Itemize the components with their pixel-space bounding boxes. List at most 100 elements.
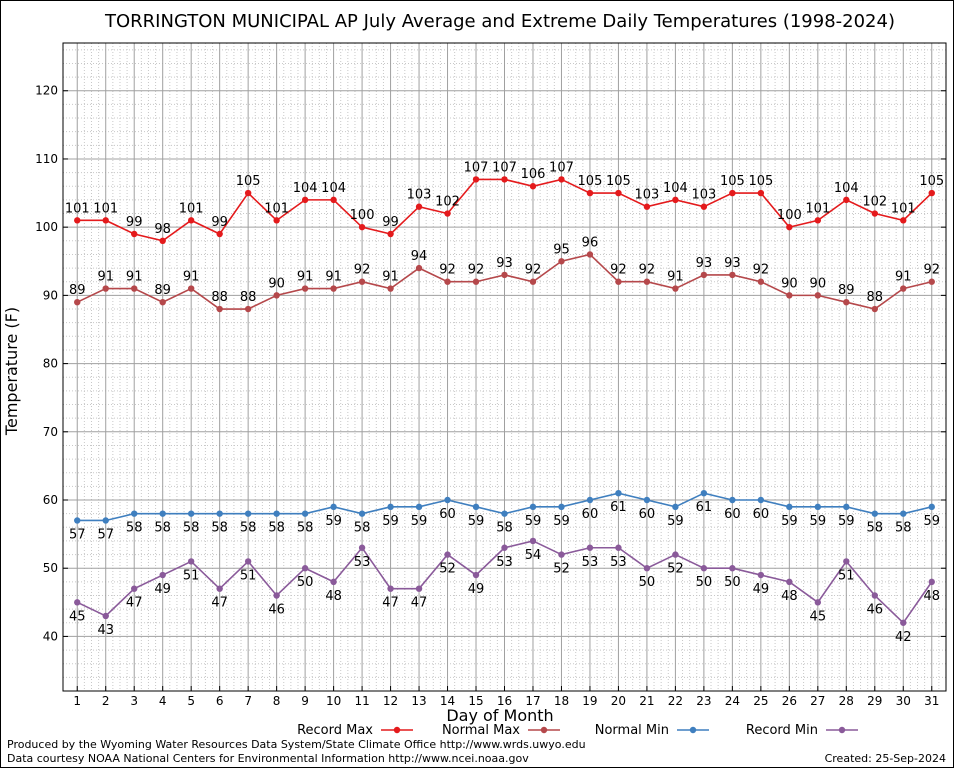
record-max-point <box>672 196 679 204</box>
y-tick-label: 50 <box>43 561 58 575</box>
record-min-data-label: 52 <box>667 562 684 577</box>
normal-min-data-label: 58 <box>240 521 257 536</box>
record-max-point <box>244 189 252 197</box>
normal-min-point <box>871 510 878 517</box>
normal-min-data-label: 59 <box>525 514 542 529</box>
record-min-data-label: 46 <box>867 603 884 618</box>
normal-max-point <box>415 264 423 272</box>
normal-max-data-label: 92 <box>923 263 940 278</box>
grid <box>62 43 946 692</box>
record-max-point <box>871 210 878 217</box>
normal-max-point <box>700 271 708 279</box>
x-tick-label: 7 <box>244 694 252 708</box>
normal-max-data-label: 92 <box>525 263 542 278</box>
record-min-point <box>244 558 252 565</box>
x-tick-label: 9 <box>301 694 309 708</box>
normal-min-data-label: 58 <box>867 521 884 536</box>
normal-min-point <box>131 510 138 517</box>
normal-min-data-label: 59 <box>923 514 940 529</box>
x-tick-label: 10 <box>326 694 341 708</box>
normal-max-point <box>216 305 223 313</box>
normal-min-data-label: 59 <box>810 514 827 529</box>
normal-min-point <box>529 503 537 511</box>
normal-max-point <box>131 285 138 292</box>
legend-label-normal-max: Normal Max <box>442 723 520 738</box>
normal-max-point <box>615 278 622 285</box>
normal-max-point <box>900 285 907 292</box>
record-min-data-label: 42 <box>895 630 912 645</box>
normal-min-data-label: 59 <box>382 514 399 529</box>
record-min-point <box>415 585 423 592</box>
normal-max-data-label: 92 <box>354 263 371 278</box>
normal-max-point <box>273 292 280 299</box>
record-max-data-label: 100 <box>777 208 802 223</box>
normal-min-data-label: 60 <box>753 507 770 522</box>
normal-max-data-label: 91 <box>183 270 200 285</box>
series-layer <box>74 176 935 626</box>
normal-max-point <box>387 285 394 292</box>
record-max-point <box>472 176 480 183</box>
record-max-data-label: 102 <box>862 195 887 210</box>
record-min-point <box>757 571 765 579</box>
record-min-data-label: 50 <box>724 575 741 590</box>
x-tick-label: 25 <box>753 694 768 708</box>
record-min-point <box>643 565 651 572</box>
normal-max-data-label: 91 <box>297 270 314 285</box>
record-max-point <box>586 189 594 197</box>
normal-max-point <box>358 278 366 285</box>
y-tick-label: 40 <box>43 629 58 643</box>
record-max-point <box>757 189 765 197</box>
normal-min-point <box>472 503 480 511</box>
record-min-point <box>131 585 138 592</box>
normal-max-point <box>159 299 166 306</box>
record-max-data-label: 100 <box>350 208 375 223</box>
normal-min-data-label: 57 <box>97 527 114 542</box>
record-min-data-label: 51 <box>838 568 855 583</box>
normal-min-data-label: 60 <box>439 507 456 522</box>
record-min-data-label: 48 <box>325 589 342 604</box>
normal-max-point <box>843 299 850 306</box>
record-max-data-label: 103 <box>407 188 432 203</box>
record-min-point <box>615 544 622 551</box>
record-max-point <box>786 223 793 231</box>
normal-max-data-label: 89 <box>154 283 171 298</box>
normal-max-data-label: 92 <box>639 263 656 278</box>
record-min-data-label: 47 <box>126 596 143 611</box>
normal-min-point <box>786 503 793 511</box>
x-tick-label: 17 <box>525 694 540 708</box>
x-tick-label: 2 <box>102 694 110 708</box>
record-max-data-label: 99 <box>382 215 399 230</box>
y-tick-label: 100 <box>35 220 58 234</box>
normal-min-data-label: 59 <box>838 514 855 529</box>
normal-min-point <box>700 489 708 497</box>
record-max-data-label: 104 <box>321 181 346 196</box>
normal-min-point <box>216 510 223 517</box>
record-max-point <box>301 196 309 204</box>
record-min-data-label: 47 <box>211 596 228 611</box>
record-max-point <box>643 203 651 210</box>
record-max-data-label: 105 <box>606 174 631 189</box>
normal-min-data-label: 59 <box>667 514 684 529</box>
normal-max-point <box>472 278 480 285</box>
x-tick-label: 26 <box>782 694 797 708</box>
legend-marker-record-min <box>838 726 846 734</box>
x-tick-label: 31 <box>924 694 939 708</box>
normal-min-data-label: 59 <box>553 514 570 529</box>
record-min-data-label: 50 <box>639 575 656 590</box>
y-tick-label: 90 <box>43 288 58 302</box>
record-max-point <box>444 210 451 217</box>
y-tick-label: 110 <box>35 152 58 166</box>
record-max-data-label: 105 <box>748 174 773 189</box>
record-min-point <box>216 585 223 592</box>
record-max-data-label: 105 <box>236 174 261 189</box>
normal-min-data-label: 58 <box>126 521 143 536</box>
record-max-data-label: 101 <box>179 201 204 216</box>
record-min-point <box>672 551 679 558</box>
record-max-data-label: 101 <box>891 201 916 216</box>
footer-created: Created: 25-Sep-2024 <box>825 752 946 765</box>
record-max-data-label: 105 <box>578 174 603 189</box>
normal-max-data-label: 88 <box>867 290 884 305</box>
normal-min-data-label: 61 <box>696 500 713 515</box>
normal-max-point <box>558 258 565 265</box>
normal-min-point <box>187 510 195 517</box>
